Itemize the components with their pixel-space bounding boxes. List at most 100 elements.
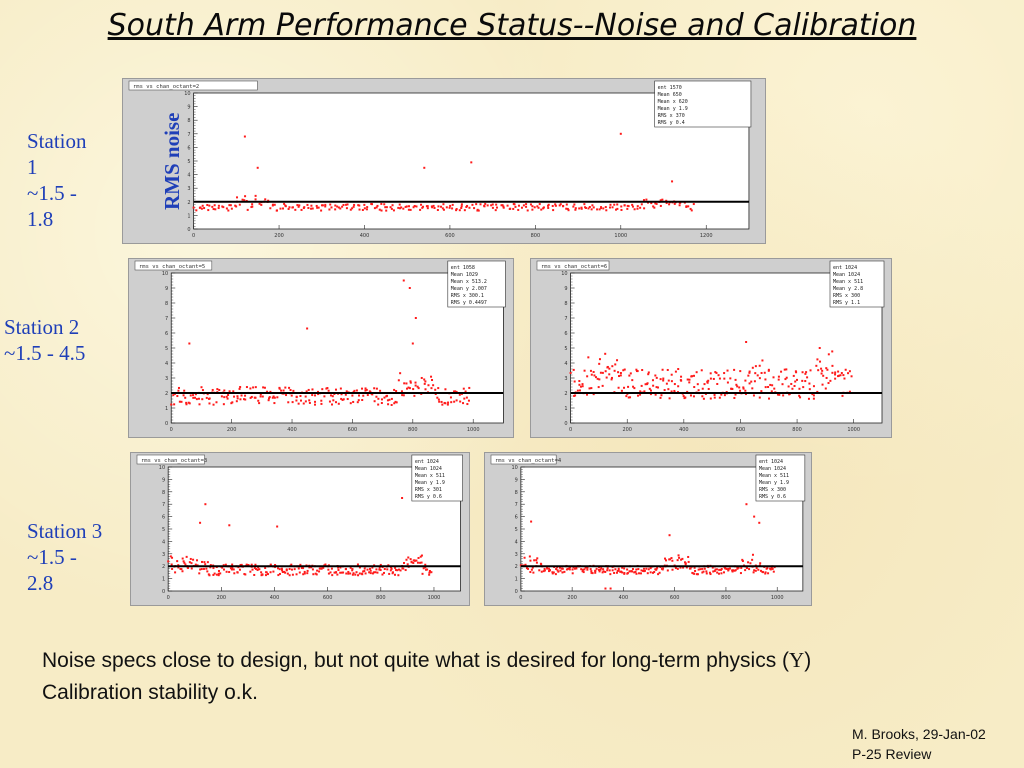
data-point [598,208,601,211]
data-point [697,568,700,571]
data-point [699,568,702,571]
data-point [523,556,526,559]
data-point [674,567,677,570]
data-point-outlier [745,341,748,343]
data-point [712,570,715,573]
data-point [772,376,775,379]
data-point [285,394,288,397]
data-point [362,570,365,573]
data-point [598,378,601,381]
data-point [821,369,824,372]
data-point [387,403,390,406]
data-point [256,569,259,572]
data-point [297,567,300,570]
data-point [392,571,395,574]
data-point [345,203,348,206]
data-point [436,396,439,399]
rms-label-line1: RMS [160,163,184,210]
data-point [538,203,541,206]
data-point [611,365,614,368]
stats-line: ent 1024 [415,459,439,465]
data-point [176,395,179,398]
data-point [693,572,696,575]
data-point [177,566,180,569]
data-point [476,209,479,212]
data-point [375,206,378,209]
data-point [190,562,193,565]
data-point [739,370,742,373]
data-point [801,371,804,374]
data-point [793,384,796,387]
data-point [244,394,247,397]
data-point [302,567,305,570]
data-point [594,376,597,379]
data-point [184,396,187,399]
data-point [339,207,342,210]
data-point [647,373,650,376]
data-point [296,204,299,207]
data-point [393,402,396,405]
data-point [376,571,379,574]
data-point [691,375,694,378]
data-point [306,572,309,575]
data-point [420,203,423,206]
data-point [744,393,747,396]
data-point [762,571,765,574]
y-tick-label: 2 [162,564,165,570]
data-point [718,377,721,380]
data-point-outlier [411,342,414,345]
data-point [383,396,386,399]
data-point [772,570,775,573]
data-point [593,374,596,377]
data-point [649,571,652,574]
data-point [407,205,410,208]
data-point [617,371,620,374]
data-point [633,387,636,390]
data-point [756,374,759,377]
data-point [303,206,306,209]
data-point [844,368,847,371]
data-point [316,206,319,209]
data-point [320,399,323,402]
data-point [291,401,294,404]
data-point [660,394,663,397]
data-point [422,567,425,570]
data-point [455,208,458,211]
data-point [265,571,268,574]
data-point [239,386,242,389]
data-point [610,378,613,381]
data-point [437,205,440,208]
x-tick-label: 200 [567,595,577,601]
data-point [199,568,202,571]
data-point [642,567,645,570]
data-point [752,394,755,397]
data-point [616,203,619,206]
data-point [592,370,595,373]
data-point [631,379,634,382]
data-point [376,204,379,207]
data-point [390,403,393,406]
data-point [250,395,253,398]
rms-label-line2: noise [160,112,184,159]
data-point [673,202,676,205]
data-point [600,207,603,210]
data-point [261,573,264,576]
data-point [554,204,557,207]
data-point [362,394,365,397]
data-point [761,359,764,362]
data-point-outlier [753,515,756,518]
data-point [655,376,658,379]
y-tick-label: 5 [187,159,190,165]
data-point [744,569,747,572]
data-point [258,202,261,205]
data-point [280,567,283,570]
data-point [192,206,195,209]
data-point [618,375,621,378]
data-point [578,207,581,210]
data-point [253,566,256,569]
data-point [352,572,355,575]
data-point [824,387,827,390]
data-point [537,206,540,209]
data-point [561,571,564,574]
data-point [734,393,737,396]
